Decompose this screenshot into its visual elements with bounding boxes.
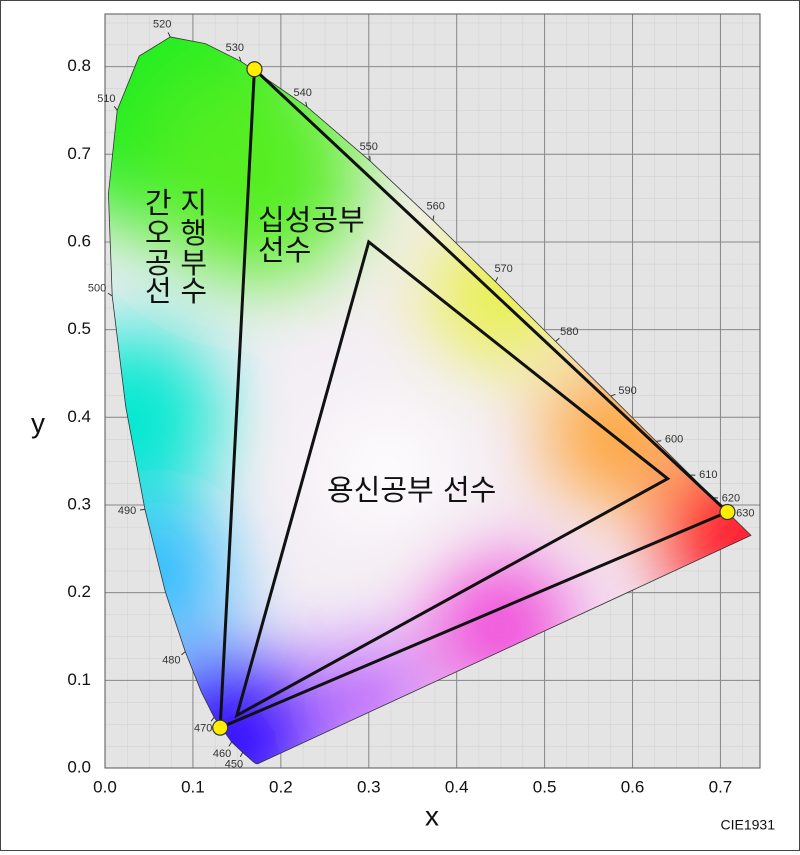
annotation-line: 선수: [258, 233, 311, 267]
annotation-line: 십성공부: [258, 203, 365, 237]
annotation: 용신공부 선수: [327, 473, 496, 507]
x-axis-label: x: [425, 800, 439, 831]
y-tick-label: 0.0: [67, 757, 91, 776]
x-tick-label: 0.7: [709, 777, 733, 796]
primary-point: [247, 62, 262, 77]
x-tick-label: 0.1: [181, 777, 205, 796]
wavelength-label: 450: [225, 759, 243, 771]
x-tick-label: 0.2: [269, 777, 293, 796]
wavelength-label: 550: [360, 141, 378, 153]
wavelength-label: 540: [294, 87, 312, 99]
x-tick-label: 0.4: [445, 777, 469, 796]
locus-tick: [140, 509, 145, 510]
wavelength-label: 490: [118, 505, 136, 517]
wavelength-label: 560: [426, 201, 444, 213]
wavelength-label: 570: [494, 263, 512, 275]
wavelength-label: 630: [736, 507, 754, 519]
y-tick-label: 0.7: [67, 144, 91, 163]
y-tick-label: 0.3: [67, 494, 91, 513]
primary-point: [213, 720, 228, 735]
primary-point: [720, 504, 735, 519]
y-axis-label: y: [31, 407, 45, 438]
wavelength-label: 510: [97, 93, 115, 105]
y-tick-label: 0.2: [67, 582, 91, 601]
wavelength-label: 610: [699, 469, 717, 481]
footnote: CIE1931: [721, 817, 776, 833]
wavelength-label: 500: [88, 282, 106, 294]
y-tick-label: 0.5: [67, 319, 91, 338]
x-tick-label: 0.3: [357, 777, 381, 796]
wavelength-label: 620: [722, 492, 740, 504]
wavelength-label: 600: [665, 433, 683, 445]
wavelength-label: 520: [153, 18, 171, 30]
annotation-line: 용신공부 선수: [327, 473, 496, 507]
wavelength-label: 470: [194, 722, 212, 734]
y-tick-label: 0.4: [67, 407, 91, 426]
locus-tick: [656, 441, 661, 442]
x-tick-label: 0.6: [621, 777, 645, 796]
wavelength-label: 460: [213, 748, 231, 760]
y-tick-label: 0.8: [67, 56, 91, 75]
wavelength-label: 580: [560, 326, 578, 338]
wavelength-label: 480: [162, 654, 180, 666]
y-tick-label: 0.1: [67, 670, 91, 689]
wavelength-label: 530: [226, 42, 244, 54]
x-tick-label: 0.5: [533, 777, 557, 796]
wavelength-label: 590: [618, 385, 636, 397]
x-tick-label: 0.0: [93, 777, 117, 796]
y-tick-label: 0.6: [67, 231, 91, 250]
